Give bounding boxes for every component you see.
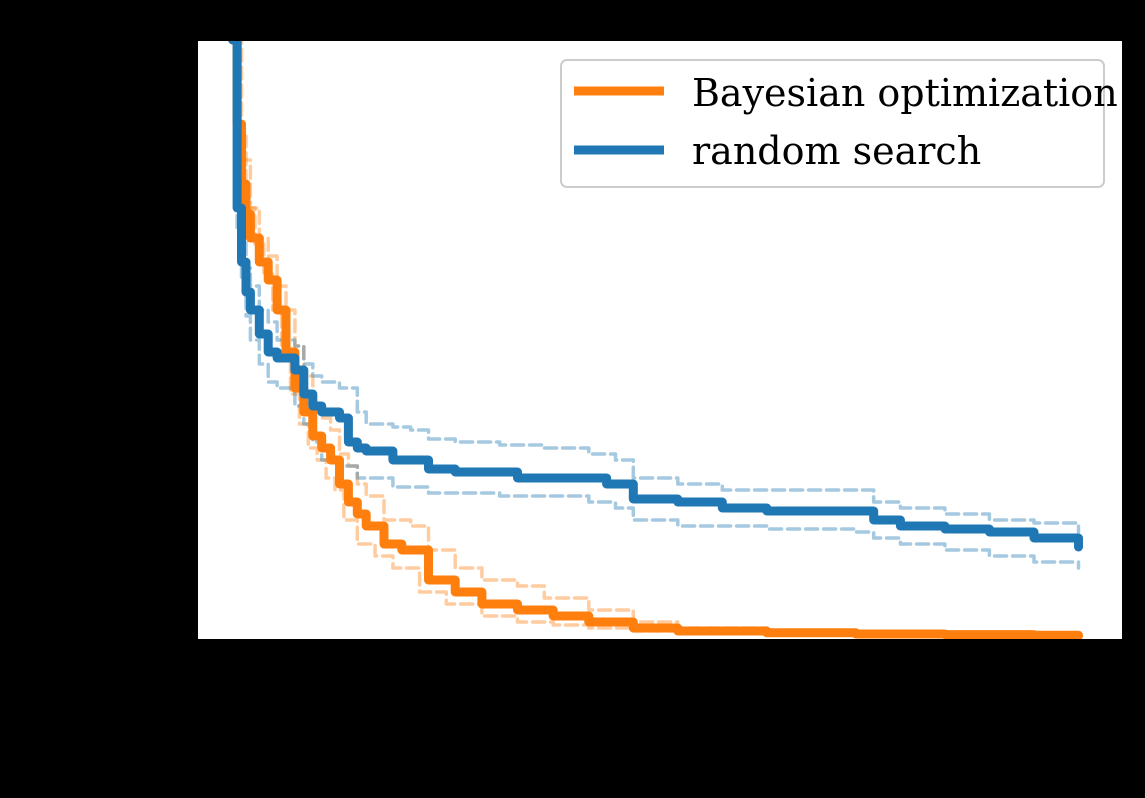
legend-label-bayesian-optimization: Bayesian optimization	[692, 71, 1118, 115]
plot-frame	[196, 39, 1124, 641]
series-bayesian-optimization-mean-line	[228, 40, 1083, 640]
series-random-search-mean-line	[228, 40, 1083, 552]
legend-label-random-search: random search	[692, 129, 981, 173]
series-random-search-lower-bound	[230, 40, 1081, 570]
legend-box	[560, 59, 1105, 188]
series-random-search-upper-bound	[230, 40, 1081, 534]
series-layer	[228, 40, 1083, 640]
legend: Bayesian optimization random search	[560, 59, 1118, 188]
